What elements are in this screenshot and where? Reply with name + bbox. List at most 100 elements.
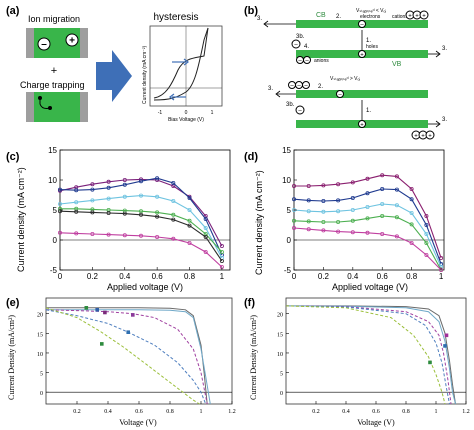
svg-text:–: – (360, 23, 364, 29)
charge-trapping-device (26, 92, 88, 122)
hole-icon (358, 50, 366, 58)
step3-label: 3. (442, 46, 447, 52)
x-tick-label: 0.4 (342, 409, 350, 415)
y-tick-label: 20 (277, 313, 283, 319)
data-point (409, 210, 414, 215)
ion-migration-device (26, 28, 88, 58)
chart-e-ticks: 0.2 0.4 0.6 0.8 1 1.2 0 5 10 15 20 (37, 313, 236, 415)
data-point (203, 234, 208, 239)
data-point (138, 179, 143, 184)
x-tick-label: 0.8 (402, 409, 410, 415)
series-line-3 (285, 305, 450, 405)
data-point (138, 209, 143, 214)
svg-text:–: – (294, 43, 298, 49)
y-tick-label: -5 (284, 266, 292, 275)
x-tick-label: 1 (435, 409, 438, 415)
series-line-5 (59, 232, 223, 268)
data-point (321, 198, 326, 203)
data-point (155, 176, 160, 181)
chart-e-xlabel: Voltage (V) (119, 418, 157, 427)
mpp-marker (428, 360, 432, 365)
data-point (122, 182, 127, 187)
y-tick-label: 0 (53, 236, 58, 245)
data-point (187, 240, 192, 245)
data-point (380, 231, 385, 236)
data-point (291, 225, 296, 230)
x-tick-label: 0.8 (166, 409, 174, 415)
y-tick-label: 20 (37, 313, 43, 319)
data-point (187, 207, 192, 212)
data-point (306, 209, 311, 214)
electrons-label: electrons (360, 14, 381, 20)
data-point (90, 231, 95, 236)
data-point (409, 222, 414, 227)
series-line-1 (285, 305, 456, 405)
condition-mid: Vₛₜₐᵦᵢₗᵢₛₑᵈ > Vₒⱼ (330, 76, 360, 82)
data-point (306, 183, 311, 188)
data-point (90, 182, 95, 187)
series-line-1 (59, 177, 223, 256)
svg-text:+: + (428, 134, 432, 140)
chart-d-ylabel: Current density (mA cm⁻²) (254, 170, 264, 275)
y-tick-label: 5 (287, 206, 292, 215)
step3-label: 3. (257, 16, 262, 22)
chart-c-plot (58, 176, 230, 269)
data-point (321, 219, 326, 224)
y-tick-label: 10 (37, 352, 43, 358)
data-point (336, 198, 341, 203)
data-point (106, 185, 111, 190)
data-point (58, 209, 63, 214)
data-point (203, 249, 208, 254)
trapped-charge-icon (295, 105, 305, 115)
series-line-4 (59, 210, 223, 262)
y-tick-label: 10 (277, 352, 283, 358)
step1-label: 1. (366, 38, 371, 44)
chart-d-frame (293, 149, 445, 271)
y-tick-label: 15 (282, 146, 291, 155)
series-line-0 (46, 307, 208, 405)
data-point (106, 179, 111, 184)
chart-f-ticks: 0.2 0.4 0.6 0.8 1 1.2 0 5 10 15 20 (277, 313, 470, 415)
mpp-marker (126, 330, 130, 334)
data-point (336, 229, 341, 234)
svg-text:–: – (305, 59, 309, 65)
svg-text:+: + (422, 14, 426, 20)
data-point (155, 234, 160, 239)
series-line-3 (60, 208, 223, 253)
series-line-4 (293, 227, 442, 271)
data-point (90, 198, 95, 203)
panel-a-label: (a) (6, 5, 20, 17)
data-point (365, 216, 370, 221)
arrow-right-icon (96, 50, 132, 102)
anions-label: anions (314, 58, 329, 64)
data-point (219, 243, 224, 248)
data-point (219, 258, 224, 263)
y-tick-label: 10 (48, 176, 57, 185)
inset-xtick: 1 (211, 110, 214, 116)
series-line-4 (45, 307, 200, 405)
mpp-marker (100, 342, 104, 346)
data-point (350, 195, 355, 200)
mpp-marker (95, 308, 99, 312)
data-point (424, 240, 429, 245)
y-tick-label: 15 (37, 332, 43, 338)
x-tick-label: 0.4 (347, 272, 359, 281)
data-point (306, 227, 311, 232)
chart-f-xlabel: Voltage (V) (357, 418, 395, 427)
data-point (321, 209, 326, 214)
data-point (409, 240, 414, 245)
data-point (380, 173, 385, 178)
step3-label: 3. (268, 86, 273, 92)
anion-icon (37, 37, 51, 51)
data-point (321, 228, 326, 233)
chart-c-xlabel: Applied voltage (V) (107, 282, 183, 292)
x-tick-label: 0.6 (377, 272, 389, 281)
data-point (58, 230, 63, 235)
svg-text:–: – (338, 93, 342, 99)
y-tick-label: 0 (40, 391, 43, 397)
data-point (203, 216, 208, 221)
svg-text:–: – (290, 84, 294, 90)
